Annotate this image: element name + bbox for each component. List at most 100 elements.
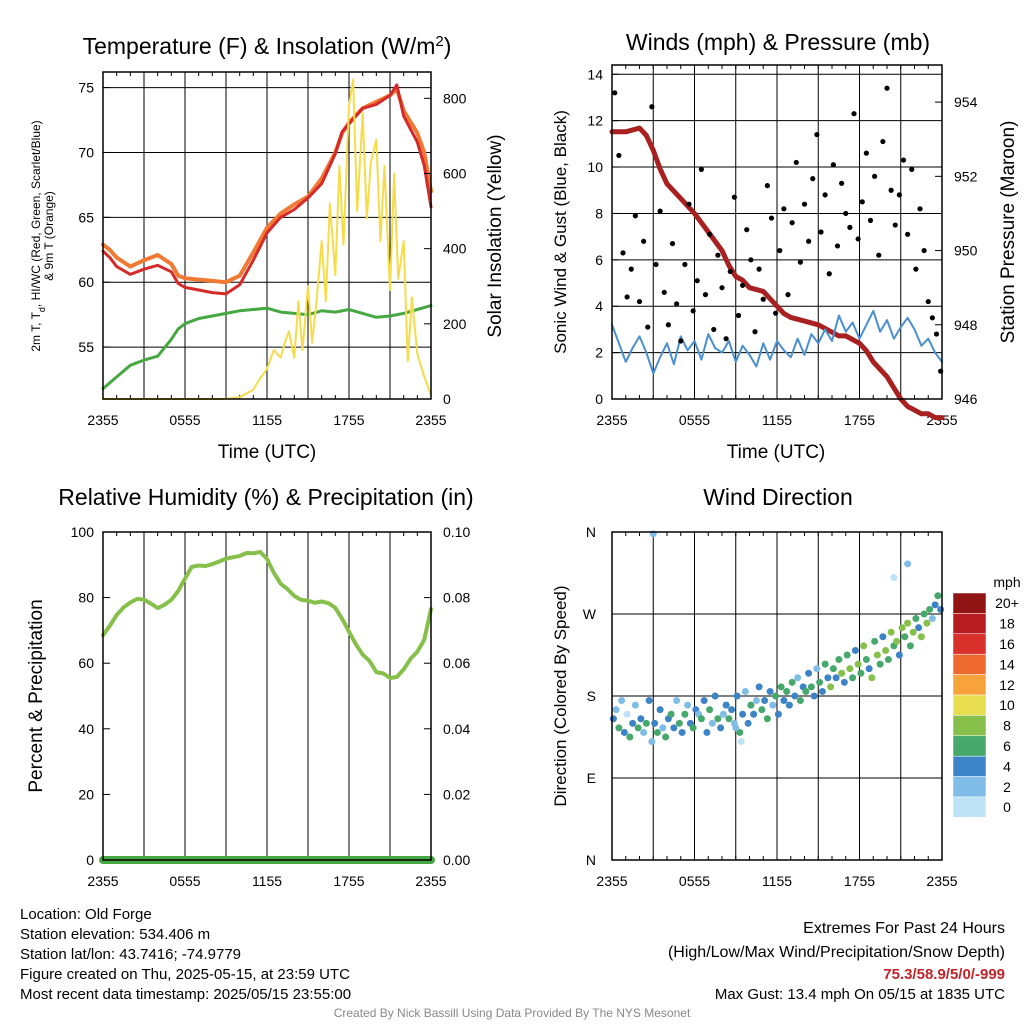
gust-point bbox=[806, 238, 812, 244]
x-axis-label: Time (UTC) bbox=[727, 442, 826, 463]
direction-point bbox=[895, 651, 903, 659]
gust-point bbox=[727, 268, 733, 275]
gust-point bbox=[892, 222, 898, 228]
gust-point bbox=[665, 322, 671, 328]
direction-point bbox=[761, 697, 769, 705]
gust-point bbox=[624, 294, 630, 300]
gust-point bbox=[645, 324, 651, 330]
y2-tick-label: 0.08 bbox=[443, 590, 470, 606]
direction-point bbox=[912, 615, 920, 623]
meteogram-figure: 2355 0555 1155 1755 235555606570750200400600… bbox=[26, 29, 1021, 889]
direction-point bbox=[920, 610, 928, 618]
direction-point bbox=[656, 706, 664, 714]
gust-point bbox=[702, 292, 709, 298]
direction-point bbox=[719, 710, 727, 718]
direction-point bbox=[791, 692, 799, 700]
gust-point bbox=[777, 247, 783, 254]
colorbar-swatch bbox=[952, 755, 987, 777]
extremes-fields: (High/Low/Max Wind/Precipitation/Snow De… bbox=[667, 944, 1005, 961]
x-tick-label: 2355 bbox=[87, 412, 118, 428]
direction-point bbox=[766, 687, 774, 695]
gust-point bbox=[896, 192, 902, 198]
gust-point bbox=[851, 111, 857, 117]
direction-point bbox=[758, 706, 766, 714]
extremes-values: 75.3/58.9/5/0/-999 bbox=[883, 966, 1005, 983]
colorbar-swatch bbox=[952, 776, 987, 798]
direction-point bbox=[876, 660, 884, 668]
gust-point bbox=[909, 166, 915, 172]
direction-point bbox=[802, 687, 810, 695]
direction-point bbox=[840, 678, 848, 686]
direction-point bbox=[931, 601, 939, 609]
direction-point bbox=[868, 674, 876, 682]
x-tick-label: 2355 bbox=[415, 873, 446, 889]
gust-point bbox=[905, 231, 911, 237]
gust-point bbox=[900, 157, 907, 163]
direction-point bbox=[634, 724, 642, 732]
direction-point bbox=[928, 615, 936, 623]
direction-point bbox=[832, 674, 840, 682]
gust-point bbox=[686, 201, 692, 207]
gust-point bbox=[744, 227, 750, 233]
gust-point bbox=[649, 104, 655, 110]
y-tick-label: N bbox=[586, 524, 596, 540]
direction-point bbox=[615, 724, 623, 732]
direction-point bbox=[860, 642, 868, 650]
extremes-heading: Extremes For Past 24 Hours bbox=[803, 920, 1005, 937]
direction-point bbox=[887, 628, 895, 636]
gust-point bbox=[707, 231, 713, 237]
direction-point bbox=[901, 633, 909, 641]
direction-point bbox=[906, 642, 914, 650]
direction-point bbox=[821, 660, 829, 668]
gust-point bbox=[719, 285, 725, 291]
colorbar-swatch bbox=[952, 694, 987, 716]
direction-point bbox=[827, 683, 835, 691]
gust-point bbox=[818, 229, 824, 235]
direction-point bbox=[893, 637, 901, 645]
direction-point bbox=[739, 710, 747, 718]
y-tick-label: 65 bbox=[78, 209, 94, 225]
direction-point bbox=[618, 697, 626, 705]
direction-point bbox=[717, 724, 725, 732]
direction-point bbox=[673, 697, 681, 705]
direction-point bbox=[937, 605, 945, 613]
gust-point bbox=[636, 298, 643, 305]
colorbar-swatch bbox=[952, 674, 987, 696]
direction-point bbox=[915, 624, 923, 632]
gust-point bbox=[715, 252, 721, 258]
station-latlon: Station lat/lon: 43.7416; -74.9779 bbox=[20, 946, 242, 963]
direction-point bbox=[769, 701, 777, 709]
gust-point bbox=[768, 215, 775, 221]
colorbar-label: 18 bbox=[999, 616, 1015, 632]
gust-point bbox=[822, 192, 828, 198]
direction-point bbox=[904, 619, 912, 627]
y2-axis-label: Station Pressure (Maroon) bbox=[998, 121, 1019, 344]
colorbar-swatch bbox=[952, 715, 987, 737]
most-recent-data: Most recent data timestamp: 2025/05/15 2… bbox=[20, 986, 352, 1003]
colorbar-label: 8 bbox=[1003, 718, 1011, 734]
chart-title: Wind Direction bbox=[703, 484, 853, 510]
direction-point bbox=[670, 724, 678, 732]
gust-point bbox=[740, 282, 746, 288]
gust-point bbox=[826, 271, 832, 277]
figure-created: Figure created on Thu, 2025-05-15, at 23… bbox=[20, 966, 350, 983]
direction-point bbox=[851, 646, 859, 654]
gust-point bbox=[843, 210, 849, 217]
gust-point bbox=[620, 250, 626, 256]
gust-point bbox=[641, 238, 647, 244]
colorbar-swatch bbox=[952, 653, 987, 675]
y-tick-label: 60 bbox=[78, 655, 94, 671]
x-tick-label: 2355 bbox=[596, 412, 627, 428]
direction-point bbox=[725, 715, 733, 723]
direction-point bbox=[667, 710, 675, 718]
gust-point bbox=[756, 266, 762, 272]
direction-point bbox=[884, 656, 892, 664]
y-tick-label: N bbox=[586, 852, 596, 868]
y-tick-label: 10 bbox=[587, 159, 603, 175]
y-axis-label: Sonic Wind & Gust (Blue, Black) bbox=[551, 110, 570, 354]
gust-point bbox=[834, 243, 841, 249]
direction-point bbox=[662, 733, 670, 741]
y2-tick-label: 950 bbox=[954, 243, 978, 259]
y-tick-label: 55 bbox=[78, 339, 94, 355]
station-info: Location: Old Forge Station elevation: 5… bbox=[20, 905, 351, 1005]
